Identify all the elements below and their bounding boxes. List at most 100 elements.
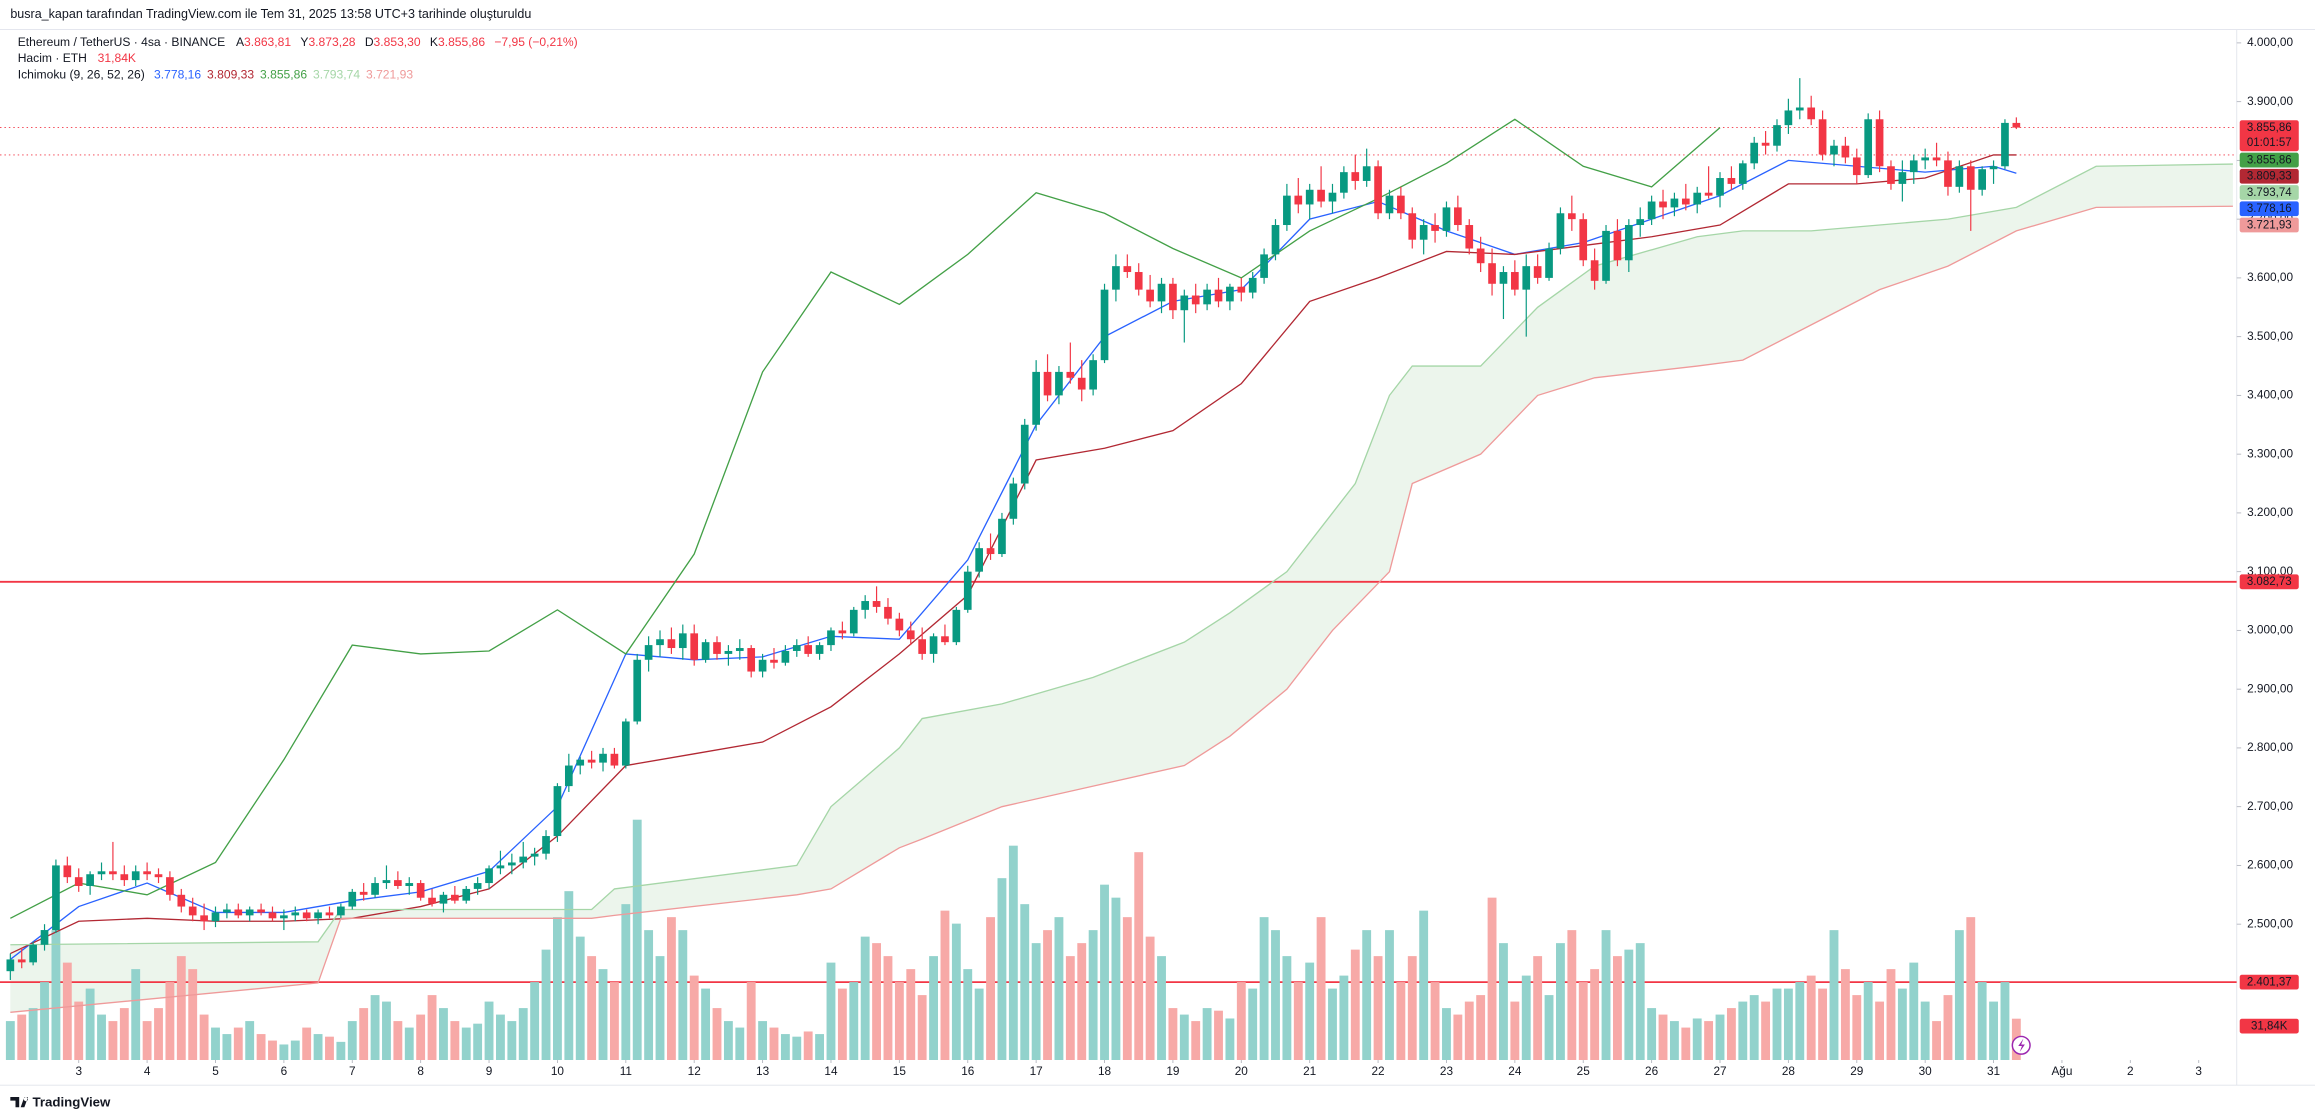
volume-bar	[404, 1027, 414, 1061]
y-tick-label: 2.800,00	[2247, 740, 2293, 754]
volume-bar	[1704, 1021, 1714, 1061]
candle-body	[1955, 166, 1964, 187]
candle-body	[519, 856, 528, 863]
volume-bar	[1191, 1021, 1201, 1061]
volume-badge-label: 31,84K	[2251, 1020, 2288, 1032]
volume-bar	[1293, 982, 1303, 1061]
ohlc-key: K	[430, 35, 438, 49]
attribution: busra_kapan tarafından TradingView.com i…	[10, 7, 531, 21]
volume-bar	[1145, 936, 1155, 1061]
candle-body	[587, 759, 596, 763]
candle-body	[564, 765, 573, 787]
candle-body	[1408, 213, 1417, 240]
y-tick-label: 3.300,00	[2247, 446, 2293, 460]
volume-bar	[313, 1034, 323, 1061]
price-axis: 2.500,00 2.600,00 2.700,00 2.800,00 2.900,00…	[2236, 35, 2299, 1034]
candle-body	[941, 636, 949, 643]
candle-body	[1670, 198, 1679, 208]
candle-body	[1032, 371, 1040, 425]
candle-body	[405, 883, 414, 886]
candle-body	[143, 871, 151, 875]
candle-body	[872, 601, 881, 607]
symbol: Ethereum / TetherUS · 4sa · BINANCE	[18, 35, 225, 49]
x-tick-label: 6	[281, 1064, 288, 1078]
indicator-value: 3.778,16	[154, 68, 201, 82]
candle-body	[884, 606, 892, 619]
volume-bar	[461, 1027, 471, 1061]
candle-body	[827, 630, 835, 646]
volume-bar	[1054, 917, 1064, 1061]
volume-bar	[575, 936, 585, 1061]
volume-bar	[894, 982, 904, 1061]
volume-bar	[427, 995, 437, 1061]
x-tick-label: 18	[1098, 1064, 1112, 1078]
candle-body	[1465, 225, 1474, 249]
candle-body	[667, 639, 676, 649]
volume-bar	[1533, 956, 1543, 1061]
volume-bar	[199, 1014, 209, 1061]
candle-body	[724, 650, 733, 654]
volume-bar	[142, 1021, 152, 1061]
candle-body	[1727, 178, 1736, 184]
candle-body	[1773, 125, 1781, 146]
volume-bar	[1362, 930, 1372, 1061]
volume-bar	[1692, 1018, 1702, 1061]
volume-bar	[1863, 982, 1873, 1061]
volume-bar	[450, 1021, 460, 1061]
y-tick-label: 2.900,00	[2247, 681, 2293, 695]
price-badge-label: 3.855,86	[2247, 154, 2292, 166]
legend-ichimoku: Ichimoku (9, 26, 52, 26) 3.778,16 3.809,3…	[18, 68, 414, 82]
candle-body	[1294, 195, 1303, 205]
x-tick-label: 23	[1440, 1064, 1454, 1078]
volume-bar	[1385, 930, 1394, 1061]
volume-bar	[1008, 845, 1018, 1061]
candle-body	[257, 909, 265, 913]
price-badge-label: 3.721,93	[2247, 219, 2292, 231]
candle-body	[1499, 272, 1508, 284]
candle-body	[599, 753, 607, 763]
candle-body	[1317, 189, 1325, 202]
volume-bar	[792, 1036, 802, 1061]
candle-body	[747, 648, 756, 672]
volume-bar	[1624, 949, 1634, 1061]
volume-bar	[1248, 988, 1258, 1061]
candle-body	[1180, 295, 1189, 311]
volume-bar	[769, 1027, 779, 1061]
x-tick-label: 30	[1919, 1064, 1933, 1078]
volume-bar	[165, 982, 175, 1061]
candle-body	[1169, 283, 1177, 311]
volume-bar	[1806, 975, 1816, 1061]
volume-bar	[1077, 943, 1087, 1061]
x-tick-label: 21	[1303, 1064, 1316, 1078]
volume-bar	[951, 923, 961, 1061]
candle-body	[166, 877, 174, 895]
price-badge-label: 3.082,73	[2247, 576, 2292, 588]
volume-bar	[1179, 1014, 1189, 1061]
ohlc-key: Y	[300, 35, 308, 49]
candle-body	[211, 912, 220, 922]
volume-bar	[1795, 982, 1805, 1061]
volume-bar	[325, 1036, 334, 1061]
volume-bar	[986, 917, 995, 1061]
volume-bar	[826, 962, 836, 1061]
x-tick-label: 11	[620, 1064, 632, 1078]
volume-bar	[780, 1034, 790, 1061]
candle-body	[120, 874, 129, 881]
candle-body	[815, 645, 824, 654]
ohlc-value: 3.855,86	[438, 35, 485, 49]
candle-body	[2001, 122, 2009, 167]
candle-body	[52, 865, 60, 931]
volume-bar	[279, 1044, 289, 1061]
x-tick-label: 24	[1508, 1064, 1522, 1078]
replay-icon[interactable]	[2011, 1035, 2031, 1055]
candle-body	[610, 753, 619, 766]
candle-body	[63, 865, 72, 878]
candle-body	[1818, 119, 1827, 155]
volume-bar	[188, 969, 198, 1061]
candle-body	[758, 659, 767, 672]
candle-body	[656, 639, 664, 646]
candle-body	[1647, 201, 1656, 220]
volume-bar	[1339, 975, 1349, 1061]
candle-body	[975, 548, 983, 572]
